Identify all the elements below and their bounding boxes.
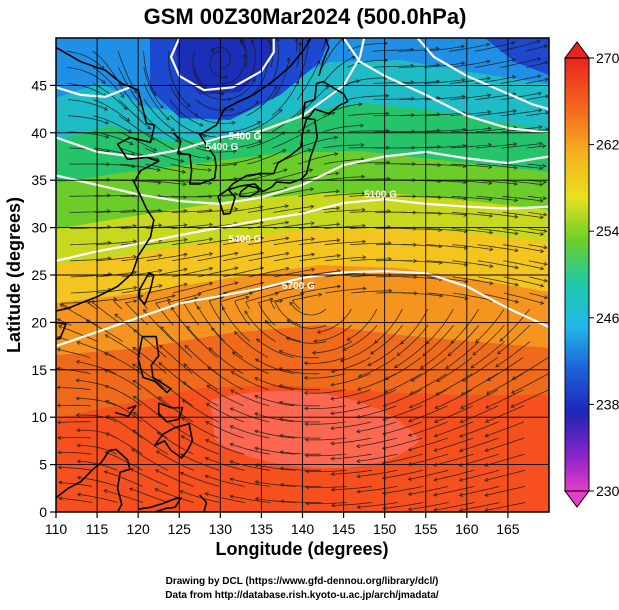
- colorbar: 230 238 246 254 262 270: [565, 42, 619, 507]
- colorbar-tick-label: 254: [596, 223, 619, 239]
- x-axis-ticks: 110 115 120 125 130 135 140 145 150 155 160 165: [45, 512, 520, 537]
- x-tick-label: 135: [250, 521, 274, 537]
- colorbar-ticks: 230 238 246 254 262 270: [589, 50, 619, 499]
- x-tick-label: 120: [126, 521, 150, 537]
- footer-credit-drawing: Drawing by DCL (https://www.gfd-dennou.o…: [166, 576, 439, 587]
- y-tick-label: 15: [31, 362, 47, 378]
- y-tick-label: 0: [39, 504, 47, 520]
- colorbar-tick-label: 270: [596, 50, 619, 66]
- colorbar-tick-label: 246: [596, 310, 619, 326]
- y-tick-label: 5: [39, 457, 47, 473]
- y-tick-label: 25: [31, 267, 47, 283]
- contour-label: 5400 G: [229, 131, 262, 142]
- x-tick-label: 150: [373, 521, 397, 537]
- x-tick-label: 165: [496, 521, 520, 537]
- y-axis-ticks: 0 5 10 15 20 25 30 35 40 45: [31, 77, 56, 520]
- colorbar-tick-label: 238: [596, 396, 619, 412]
- x-tick-label: 125: [168, 521, 192, 537]
- x-tick-label: 130: [209, 521, 233, 537]
- colorbar-tick-label: 262: [596, 137, 619, 153]
- y-tick-label: 40: [31, 125, 47, 141]
- colorbar-bottom-arrow: [565, 491, 589, 507]
- y-tick-label: 10: [31, 409, 47, 425]
- x-tick-label: 160: [455, 521, 479, 537]
- x-tick-label: 140: [291, 521, 315, 537]
- x-tick-label: 115: [86, 521, 109, 537]
- x-tick-label: 155: [414, 521, 438, 537]
- x-tick-label: 110: [45, 521, 68, 537]
- contour-label: 5400 G: [229, 234, 262, 245]
- colorbar-top-arrow: [565, 42, 589, 58]
- footer-credit-data: Data from http://database.rish.kyoto-u.a…: [165, 590, 439, 601]
- colorbar-scale: [565, 58, 589, 491]
- contour-label: 5400 G: [206, 142, 239, 153]
- x-axis-label: Longitude (degrees): [215, 539, 388, 559]
- figure-title: GSM 00Z30Mar2024 (500.0hPa): [144, 4, 467, 29]
- y-tick-label: 35: [31, 172, 47, 188]
- colorbar-tick-label: 230: [596, 483, 619, 499]
- contour-label: 5700 G: [282, 281, 315, 292]
- x-tick-label: 145: [332, 521, 356, 537]
- y-tick-label: 20: [31, 314, 47, 330]
- y-tick-label: 30: [31, 220, 47, 236]
- y-tick-label: 45: [31, 77, 47, 93]
- contour-label: 5100 G: [364, 189, 397, 200]
- y-axis-label: Latitude (degrees): [4, 197, 24, 353]
